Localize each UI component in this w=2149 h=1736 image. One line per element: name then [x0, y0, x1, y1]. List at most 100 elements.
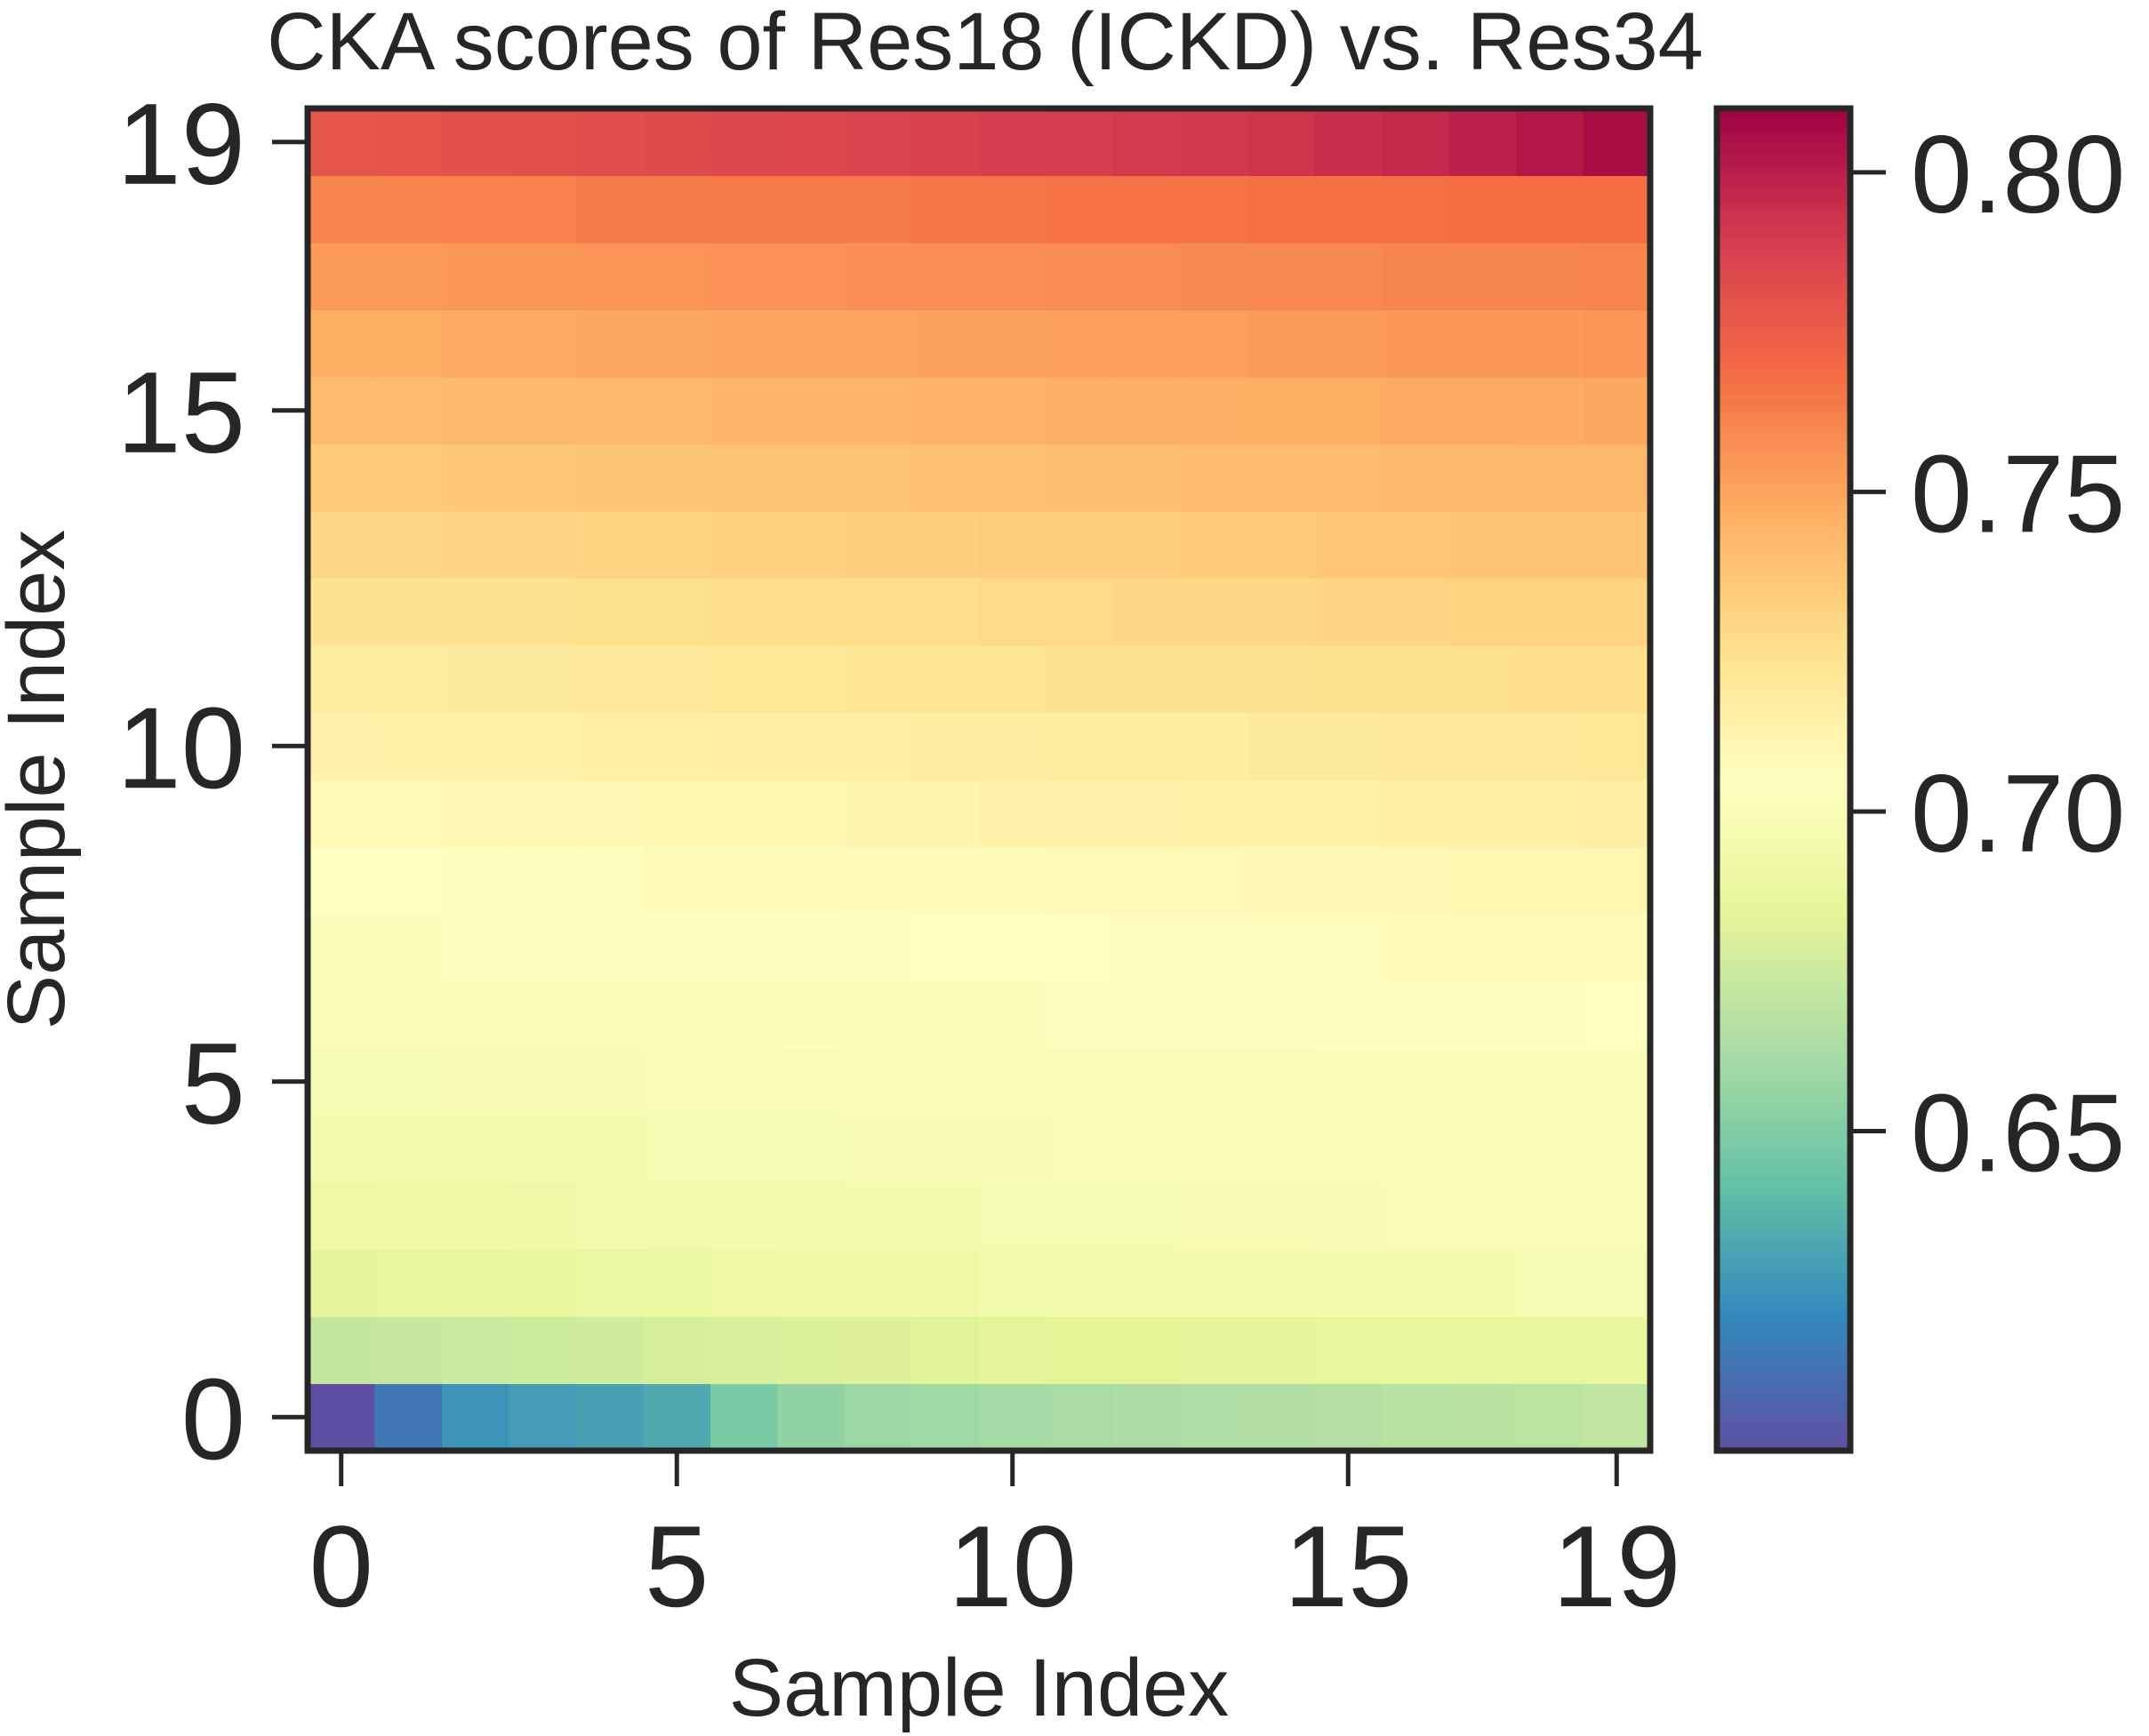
heatmap-cell [442, 645, 510, 714]
heatmap-cell [1180, 712, 1248, 780]
heatmap-cell [710, 780, 779, 848]
heatmap-cell [374, 1182, 443, 1251]
heatmap-cell [1314, 1048, 1383, 1116]
heatmap-cell [509, 980, 577, 1049]
heatmap-cell [710, 578, 779, 646]
colorbar [1717, 108, 1850, 1451]
heatmap-cell [1516, 1048, 1584, 1116]
chart-title: CKA scores of Res18 (ICKD) vs. Res34 [267, 0, 1704, 87]
heatmap-cell [374, 1249, 443, 1317]
heatmap-cell [1180, 444, 1248, 512]
heatmap-cell [374, 1048, 443, 1116]
heatmap-cell [1583, 175, 1651, 244]
heatmap-cell [1583, 780, 1651, 848]
heatmap-cell [1448, 980, 1517, 1049]
heatmap-cell [442, 980, 510, 1049]
heatmap-cell [643, 377, 711, 445]
heatmap-cell [845, 780, 913, 848]
heatmap-cell [710, 108, 779, 177]
heatmap-cell [1583, 1249, 1651, 1317]
heatmap-cell [710, 1316, 779, 1385]
heatmap-cell [1448, 645, 1517, 714]
heatmap-cell [845, 1048, 913, 1116]
heatmap-cell [845, 1316, 913, 1385]
heatmap-cell [777, 108, 846, 177]
heatmap-cell [1113, 309, 1182, 378]
heatmap-cell [1113, 1182, 1182, 1251]
heatmap-cell [1382, 578, 1450, 646]
colorbar-tick-label: 0.80 [1911, 114, 2125, 236]
heatmap-cell [643, 712, 711, 780]
heatmap-cell [1448, 309, 1517, 378]
heatmap-cell [1516, 108, 1584, 177]
heatmap-cell [911, 175, 980, 244]
heatmap-cell [777, 980, 846, 1049]
heatmap-cell [1180, 846, 1248, 915]
heatmap-cell [1046, 712, 1114, 780]
heatmap-cell [1180, 578, 1248, 646]
heatmap-cell [845, 377, 913, 445]
heatmap-cell [1516, 712, 1584, 780]
heatmap-cell [576, 444, 645, 512]
heatmap-cell [1314, 578, 1383, 646]
heatmap-cell [979, 712, 1047, 780]
heatmap-cell [643, 1249, 711, 1317]
heatmap-cell [911, 980, 980, 1049]
heatmap-cell [1247, 108, 1316, 177]
heatmap-cell [308, 444, 376, 512]
heatmap-cell [1180, 108, 1248, 177]
heatmap-cell [1382, 846, 1450, 915]
heatmap-cell [1516, 309, 1584, 378]
heatmap-cell [1382, 780, 1450, 848]
heatmap-cell [911, 780, 980, 848]
heatmap-cell [1247, 712, 1316, 780]
colorbar-frame [1713, 105, 1854, 1454]
heatmap-cell [1583, 511, 1651, 580]
heatmap-cell [845, 914, 913, 982]
heatmap-cell [710, 1048, 779, 1116]
heatmap-cell [442, 1383, 510, 1452]
heatmap-cell [845, 1383, 913, 1452]
heatmap-cell [710, 1182, 779, 1251]
colorbar-ticks: 0.65 0.70 0.75 0.80 [1850, 114, 2125, 1195]
heatmap-cell [1247, 980, 1316, 1049]
heatmap-cell [308, 108, 376, 177]
heatmap-cell [374, 175, 443, 244]
heatmap-cell [710, 1383, 779, 1452]
heatmap-cell [777, 712, 846, 780]
y-axis-ticks: 0 5 10 15 19 [116, 79, 308, 1484]
heatmap-cell [374, 444, 443, 512]
heatmap-cell [643, 846, 711, 915]
x-tick-label: 15 [1284, 1501, 1413, 1631]
heatmap-cell [576, 1249, 645, 1317]
heatmap-cell [509, 1249, 577, 1317]
heatmap-cell [442, 377, 510, 445]
heatmap-cell [911, 511, 980, 580]
heatmap-cell [979, 1383, 1047, 1452]
heatmap-cell [1113, 1048, 1182, 1116]
heatmap-cell [1113, 1115, 1182, 1183]
heatmap-cell [777, 1182, 846, 1251]
heatmap-cell [643, 1115, 711, 1183]
heatmap-cell [308, 243, 376, 311]
heatmap-cell [442, 1182, 510, 1251]
y-tick-label: 5 [181, 1019, 245, 1148]
heatmap-cell [643, 980, 711, 1049]
heatmap-cell [643, 578, 711, 646]
heatmap-cell [1046, 309, 1114, 378]
heatmap-cell [1448, 914, 1517, 982]
heatmap-cell [1247, 1383, 1316, 1452]
heatmap-cell [710, 846, 779, 915]
heatmap-cell [442, 846, 510, 915]
heatmap-cell [1448, 846, 1517, 915]
heatmap-cell [1583, 108, 1651, 177]
heatmap-cell [1180, 780, 1248, 848]
heatmap-cell [442, 712, 510, 780]
x-axis-ticks: 0 5 10 15 19 [309, 1451, 1681, 1631]
heatmap-cell [1046, 444, 1114, 512]
heatmap-cell [1448, 444, 1517, 512]
heatmap-cell [1382, 511, 1450, 580]
heatmap-cell [576, 712, 645, 780]
heatmap-cell [374, 914, 443, 982]
